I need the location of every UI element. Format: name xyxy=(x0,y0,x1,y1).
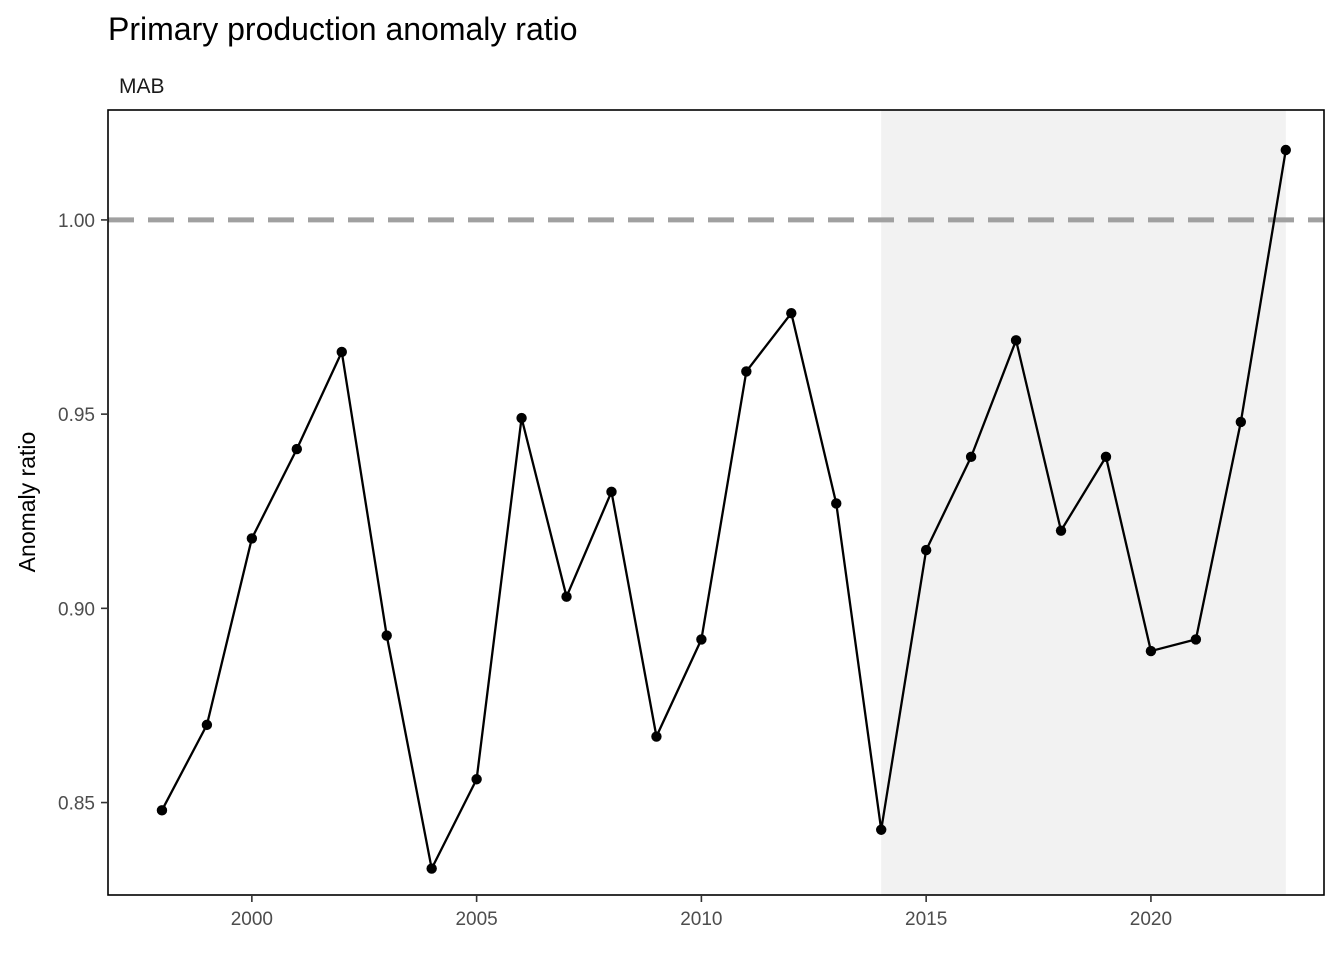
series-line xyxy=(160,149,1287,870)
data-point xyxy=(516,412,527,424)
x-tick-label: 2015 xyxy=(905,909,947,930)
data-point xyxy=(471,774,482,785)
data-point xyxy=(1235,416,1247,428)
data-point xyxy=(426,863,437,874)
data-point xyxy=(965,451,977,463)
x-tick-label: 2005 xyxy=(455,909,497,930)
y-axis-ticks: 0.85 0.90 0.95 1.00 xyxy=(58,211,108,815)
y-tick-label: 1.00 xyxy=(58,211,95,232)
data-point xyxy=(156,805,168,816)
chart-title: Primary production anomaly ratio xyxy=(108,11,578,47)
data-point xyxy=(561,591,572,602)
data-point xyxy=(606,486,617,498)
y-tick-label: 0.90 xyxy=(58,599,95,620)
data-point xyxy=(291,443,303,455)
data-point xyxy=(336,346,347,358)
plot-panel-border xyxy=(107,109,1325,896)
data-point xyxy=(1010,335,1022,346)
y-tick-label: 0.85 xyxy=(58,794,95,815)
x-tick-label: 2000 xyxy=(231,909,273,930)
series-points-layer xyxy=(156,144,1291,874)
data-point xyxy=(201,719,213,731)
y-axis-label: Anomaly ratio xyxy=(14,432,40,573)
data-point xyxy=(1145,645,1157,657)
data-point xyxy=(1055,525,1067,536)
data-point xyxy=(246,533,258,544)
data-point xyxy=(696,634,707,645)
chart-subtitle: MAB xyxy=(119,75,165,98)
data-point xyxy=(1280,144,1291,156)
data-point xyxy=(741,366,752,377)
x-axis-ticks: 2000 2005 2010 2015 2020 xyxy=(231,895,1172,930)
series-line-layer xyxy=(160,149,1287,870)
x-tick-label: 2010 xyxy=(680,909,722,930)
data-point xyxy=(786,307,797,319)
data-point xyxy=(651,731,662,742)
data-point xyxy=(1100,451,1112,463)
data-point xyxy=(831,498,842,509)
x-tick-label: 2020 xyxy=(1130,909,1172,930)
data-point xyxy=(1190,634,1202,645)
y-tick-label: 0.95 xyxy=(58,405,95,426)
data-point xyxy=(381,630,392,641)
data-point xyxy=(876,824,887,835)
data-point xyxy=(920,544,932,556)
